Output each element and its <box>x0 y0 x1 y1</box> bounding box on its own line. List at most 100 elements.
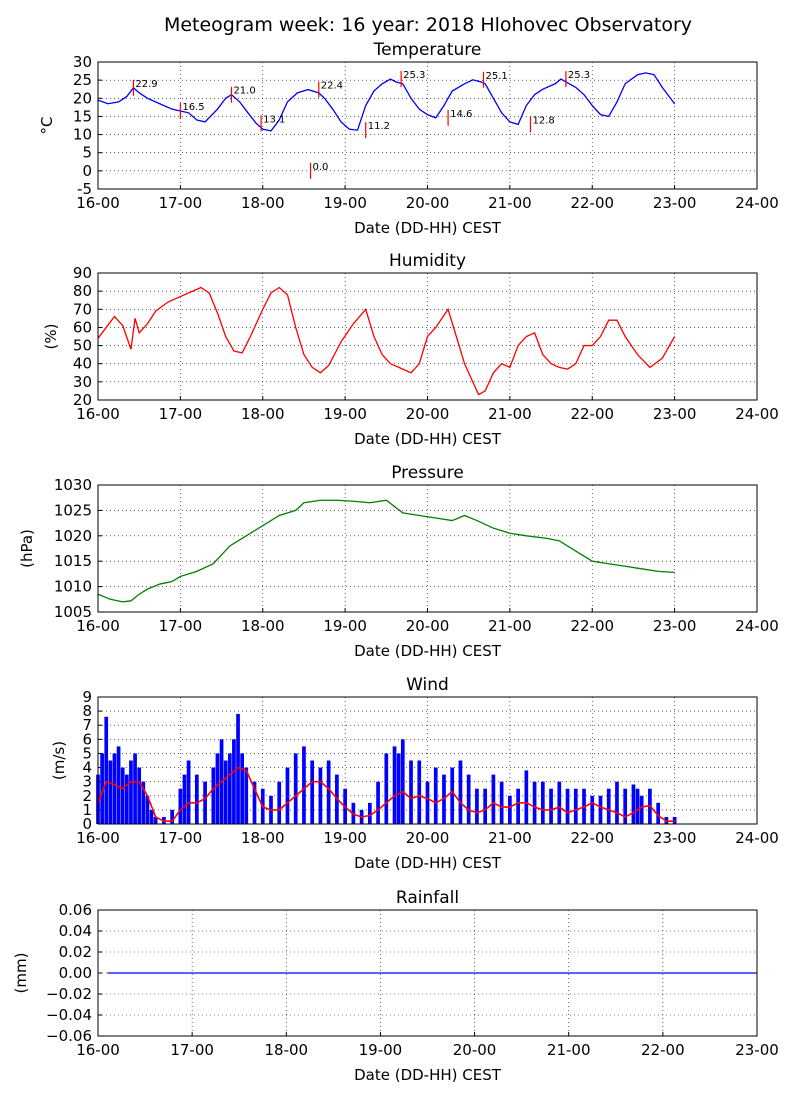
wind-gust-bar <box>112 753 117 824</box>
wind-gust-bar <box>450 767 455 824</box>
chart-temperature: Temperature 16-00 17-00 18-00 19-00 20-00 21-0… <box>38 40 779 237</box>
x-tick-label: 16-00 <box>76 829 120 847</box>
y-tick-label: 40 <box>73 355 92 373</box>
wind-gust-bar <box>573 788 578 824</box>
wind-average-line <box>97 766 675 822</box>
x-axis-label: Date (DD-HH) CEST <box>354 642 502 660</box>
x-tick-label: 21-00 <box>488 405 532 423</box>
y-tick-label: 0 <box>82 815 92 833</box>
plot-frame <box>97 909 758 1037</box>
wind-gust-bar <box>186 760 191 824</box>
y-tick-label: 1030 <box>54 476 92 494</box>
y-tick-label: 3 <box>82 773 92 791</box>
y-tick-label: 9 <box>82 688 92 706</box>
wind-gust-bar <box>524 770 529 824</box>
wind-gust-bar <box>557 781 562 824</box>
x-tick-label: 18-00 <box>241 405 285 423</box>
wind-gust-bar <box>137 767 142 824</box>
x-tick-label: 22-00 <box>570 829 614 847</box>
x-tick-label: 24-00 <box>735 617 779 635</box>
wind-gust-bar <box>133 753 137 824</box>
extreme-label: 11.2 <box>368 121 390 132</box>
wind-gust-bar <box>639 795 644 824</box>
x-tick-label: 16-00 <box>76 1041 120 1059</box>
y-tick-label: 60 <box>73 318 92 336</box>
y-tick-label: 2 <box>82 787 92 805</box>
wind-gust-bar <box>400 739 405 824</box>
y-axis-label: (%) <box>42 324 60 350</box>
x-axis-label: Date (DD-HH) CEST <box>354 854 502 872</box>
pressure-line <box>97 499 675 603</box>
x-tick-label: 23-00 <box>653 617 697 635</box>
x-tick-label: 22-00 <box>641 1041 685 1059</box>
temperature-line <box>97 72 676 132</box>
x-tick-label: 18-00 <box>264 1041 308 1059</box>
extreme-label: 25.3 <box>403 70 425 81</box>
page-title: Meteogram week: 16 year: 2018 Hlohovec O… <box>163 14 693 36</box>
y-tick-label: −0.02 <box>46 985 92 1003</box>
x-tick-label: 19-00 <box>359 1041 403 1059</box>
wind-gust-bar <box>326 760 331 824</box>
y-tick-label: 25 <box>73 71 92 89</box>
y-tick-label: 7 <box>82 716 92 734</box>
wind-gust-bar <box>491 774 496 824</box>
x-tick-label: 24-00 <box>735 194 779 212</box>
y-tick-label: 0.04 <box>59 922 92 940</box>
wind-gust-bar <box>285 767 290 824</box>
y-tick-label: 30 <box>73 53 92 71</box>
x-tick-label: 16-00 <box>76 617 120 635</box>
wind-gust-bar <box>145 795 150 824</box>
chart-humidity: Humidity 16-00 17-00 18-00 19-00 20-00 21-00 22… <box>42 251 779 448</box>
humidity-line <box>97 286 676 396</box>
y-tick-label: 15 <box>73 107 92 125</box>
wind-gust-bar <box>483 788 488 824</box>
extreme-label: 25.3 <box>568 70 590 81</box>
wind-gust-bar <box>203 781 207 824</box>
wind-gust-bar <box>108 760 113 824</box>
wind-gust-bar <box>499 781 504 824</box>
wind-gust-bar <box>425 781 430 824</box>
x-tick-label: 19-00 <box>323 829 367 847</box>
y-tick-label: 0.02 <box>59 943 92 961</box>
x-tick-label: 20-00 <box>406 405 450 423</box>
wind-gust-bar <box>194 774 199 824</box>
wind-gust-bar <box>623 788 628 824</box>
y-tick-label: 1015 <box>54 552 92 570</box>
wind-gust-bar <box>656 802 661 824</box>
x-tick-label: 20-00 <box>406 194 450 212</box>
y-tick-label: 1020 <box>54 527 92 545</box>
x-tick-label: 18-00 <box>241 617 285 635</box>
x-tick-label: 22-00 <box>570 617 614 635</box>
wind-gust-bar <box>631 784 636 824</box>
wind-gust-bar <box>236 713 240 824</box>
x-tick-label: 19-00 <box>323 617 367 635</box>
y-tick-label: 0 <box>82 162 92 180</box>
y-tick-label: 20 <box>73 391 92 409</box>
wind-gust-bar <box>310 760 315 824</box>
wind-gust-bar <box>211 767 216 824</box>
wind-gust-bar <box>376 781 380 824</box>
x-tick-label: 19-00 <box>323 194 367 212</box>
plot-frame <box>97 272 758 401</box>
wind-gust-bar <box>540 781 545 824</box>
x-tick-label: 23-00 <box>653 405 697 423</box>
x-tick-label: 16-00 <box>76 194 120 212</box>
x-tick-label: 23-00 <box>653 194 697 212</box>
wind-gust-bar <box>240 753 245 824</box>
wind-gust-bar <box>392 746 397 824</box>
x-tick-label: 17-00 <box>159 405 203 423</box>
extreme-label: 25.1 <box>486 71 508 82</box>
wind-gust-bar <box>367 802 372 824</box>
wind-gust-bar <box>433 767 438 824</box>
y-tick-label: 30 <box>73 373 92 391</box>
chart-pressure: Pressure 16-00 17-00 18-00 19-00 20-00 21-00 22… <box>18 463 779 660</box>
wind-gust-bar <box>223 760 228 824</box>
extreme-label: 0.0 <box>313 162 329 173</box>
y-tick-label: -5 <box>77 180 92 198</box>
wind-gust-bar <box>100 753 104 824</box>
y-tick-label: 4 <box>82 759 92 777</box>
y-axis-label: °C <box>38 117 56 135</box>
y-tick-label: 90 <box>73 264 92 282</box>
wind-gust-bar <box>277 781 282 824</box>
